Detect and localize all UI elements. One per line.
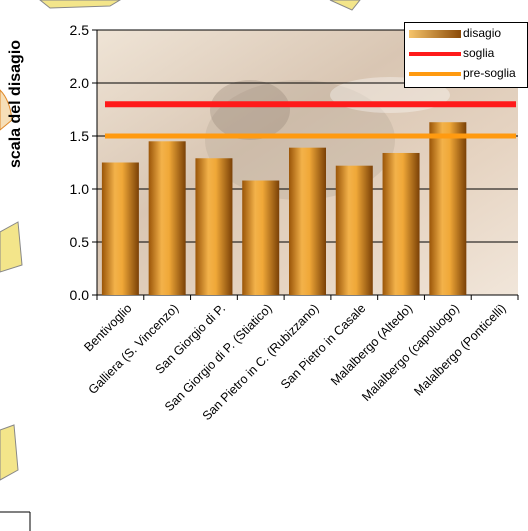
bar <box>289 147 326 295</box>
legend-item-pre-soglia: pre-soglia <box>405 65 528 83</box>
y-tick-label: 0.0 <box>70 287 90 303</box>
y-tick-label: 2.0 <box>70 75 90 91</box>
bar <box>382 152 420 295</box>
legend-swatch-pre-soglia <box>409 72 461 76</box>
legend: disagio soglia pre-soglia <box>404 22 528 88</box>
legend-swatch-disagio <box>409 30 461 38</box>
legend-label-soglia: soglia <box>463 46 495 60</box>
legend-item-soglia: soglia <box>405 45 528 63</box>
legend-label-pre-soglia: pre-soglia <box>463 66 516 80</box>
y-tick-label: 1.0 <box>70 181 90 197</box>
bar <box>335 165 373 295</box>
y-tick-label: 1.5 <box>70 128 90 144</box>
bar <box>101 162 139 295</box>
legend-item-disagio: disagio <box>405 25 528 43</box>
legend-swatch-soglia <box>409 52 461 56</box>
y-axis-label: scala del disagio <box>7 40 25 168</box>
bar <box>242 180 280 295</box>
y-tick-label: 2.5 <box>70 22 90 38</box>
plot-bg-shape <box>210 80 290 140</box>
bar <box>195 158 233 295</box>
bar <box>148 141 186 295</box>
legend-label-disagio: disagio <box>463 26 502 40</box>
bar <box>429 122 467 295</box>
y-tick-label: 0.5 <box>70 234 90 250</box>
